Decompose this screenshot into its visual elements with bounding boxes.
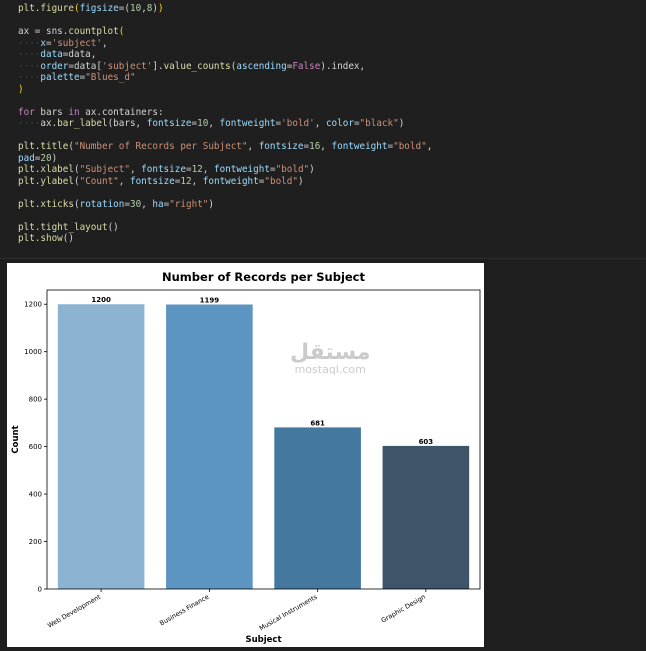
code-line-5: ····data=data, [18, 49, 97, 60]
chart-figure: Number of Records per Subject 0 200 400 600 8… [7, 263, 484, 647]
y-tick-label: 600 [29, 443, 42, 451]
chart-title: Number of Records per Subject [162, 270, 365, 284]
y-axis-label: Count [11, 425, 21, 453]
code-line-4: ····x='subject', [18, 37, 108, 49]
code-line-1: plt.figure(figsize=(10,8)) [18, 3, 164, 14]
code-line-11: ····ax.bar_label(bars, fontsize=10, font… [18, 118, 405, 129]
y-tick-label: 800 [29, 396, 42, 404]
y-tick-label: 400 [29, 491, 42, 499]
code-cell[interactable]: plt.figure(figsize=(10,8)) ax = sns.coun… [0, 0, 646, 259]
x-tick-label: Graphic Design [380, 593, 427, 625]
code-line-21: plt.show() [18, 233, 74, 244]
code-line-18: plt.xticks(rotation=30, ha="right") [18, 198, 214, 210]
code-line-14: pad=20) [18, 152, 58, 164]
watermark-arabic: مستقل [290, 340, 371, 365]
bar-value-label: 681 [310, 419, 325, 427]
x-tick-label: Business Finance [158, 593, 210, 628]
code-line-6: ····order=data['subject'].value_counts(a… [18, 60, 366, 72]
code-line-20: plt.tight_layout() [18, 221, 119, 233]
y-tick-label: 200 [29, 538, 42, 546]
x-axis-label: Subject [245, 635, 281, 645]
code-line-10: for bars in ax.containers: [18, 106, 164, 118]
bar [274, 427, 361, 589]
bar-value-label: 1200 [91, 296, 111, 304]
code-editor[interactable]: plt.figure(figsize=(10,8)) ax = sns.coun… [18, 3, 432, 245]
plot-frame [46, 289, 481, 590]
y-tick-label: 1000 [24, 348, 42, 356]
code-line-13: plt.title("Number of Records per Subject… [18, 141, 433, 152]
watermark: مستقل mostaql.com [290, 340, 370, 376]
bar [166, 304, 253, 589]
y-tick-label: 1200 [24, 301, 42, 309]
code-line-8: ) [18, 83, 24, 95]
code-line-15: plt.xlabel("Subject", fontsize=12, fontw… [18, 164, 315, 175]
x-tick-label: Web Development [46, 593, 102, 630]
x-tick-label: Musical Instruments [258, 592, 319, 632]
code-line-3: ax = sns.countplot( [18, 26, 125, 37]
bar [57, 304, 145, 589]
bar [382, 445, 470, 589]
watermark-latin: mostaql.com [294, 363, 366, 376]
y-tick-label: 0 [38, 586, 42, 594]
bar-chart: Number of Records per Subject 0 200 400 600 8… [11, 270, 481, 645]
code-line-7: ····palette="Blues_d" [18, 72, 136, 83]
code-line-16: plt.ylabel("Count", fontsize=12, fontwei… [18, 175, 304, 187]
output-cell: Number of Records per Subject 0 200 400 600 8… [0, 259, 646, 651]
bar-value-label: 603 [419, 438, 434, 446]
bar-value-label: 1199 [200, 296, 220, 304]
